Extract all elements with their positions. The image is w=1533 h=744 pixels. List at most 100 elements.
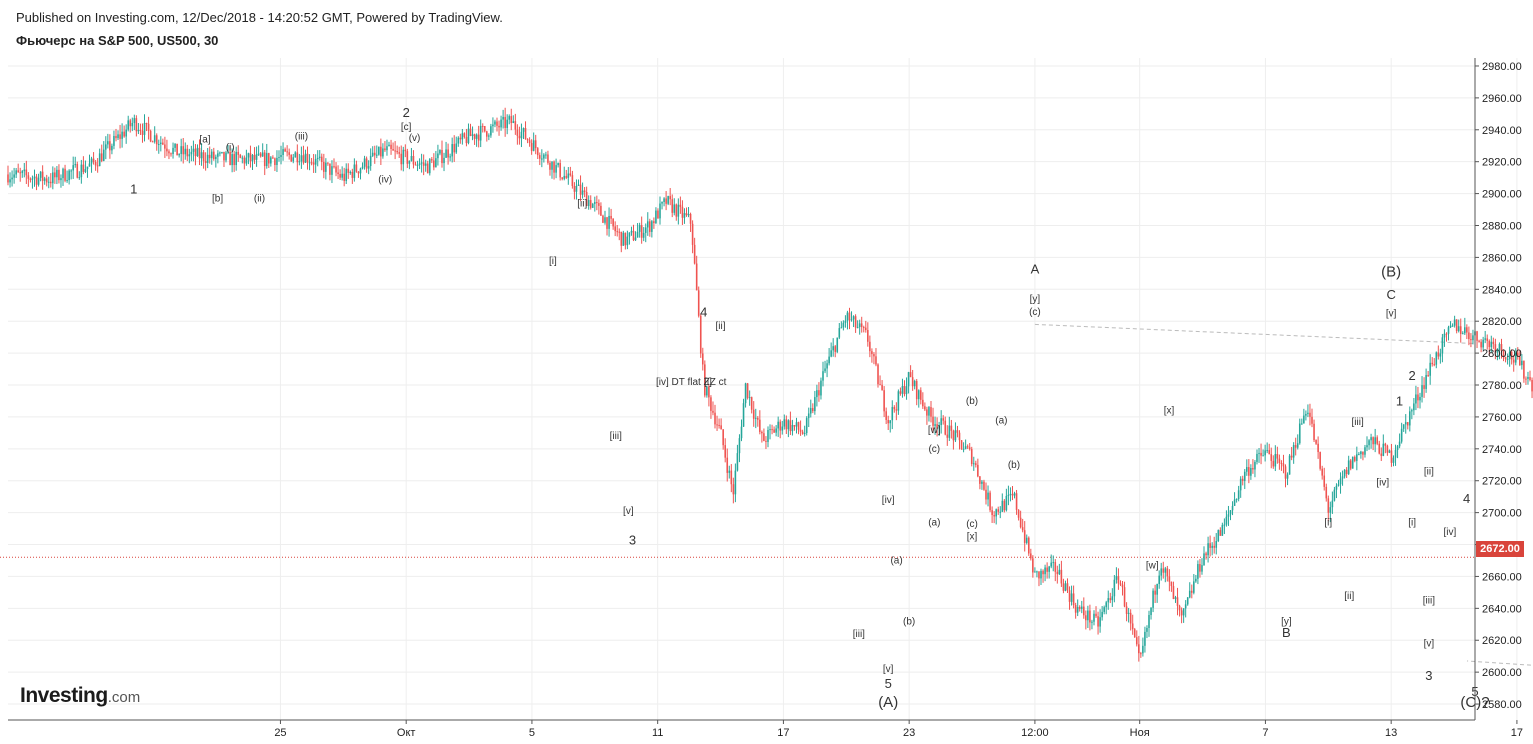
candle-body — [516, 129, 519, 136]
candle-body — [740, 426, 743, 439]
candle-body — [632, 230, 635, 241]
candle-body — [74, 164, 77, 166]
candle-body — [386, 146, 388, 151]
candle-body — [653, 221, 655, 224]
candle-body — [701, 353, 704, 365]
y-tick-label: 2880.00 — [1482, 220, 1522, 232]
y-tick-label: 2780.00 — [1482, 380, 1522, 392]
wave-label: [iii] — [1423, 596, 1435, 607]
candle-body — [1197, 564, 1199, 579]
candle-body — [699, 315, 702, 354]
candle-body — [867, 330, 869, 342]
candle-body — [1034, 571, 1036, 573]
candle-body — [534, 140, 537, 149]
candle-body — [1121, 584, 1124, 588]
candle-body — [683, 213, 686, 218]
candle-body — [314, 159, 317, 165]
candle-body — [903, 386, 906, 395]
candle-body — [1274, 454, 1277, 467]
candle-body — [604, 217, 606, 223]
candle-body — [21, 171, 24, 173]
candle-body — [496, 121, 498, 126]
candle-body — [954, 430, 957, 441]
candle-body — [249, 153, 252, 162]
candle-body — [86, 166, 89, 170]
candle-body — [785, 419, 788, 430]
candle-body — [520, 131, 523, 139]
wave-label: (c) — [1029, 307, 1041, 318]
candle-body — [441, 149, 443, 164]
candle-body — [769, 429, 771, 431]
candle-body — [738, 438, 741, 454]
candle-body — [541, 158, 543, 160]
candle-body — [94, 162, 97, 166]
wave-label: (b) — [1008, 460, 1020, 471]
candle-body — [842, 322, 845, 328]
candle-body — [1038, 571, 1040, 579]
candle-body — [995, 509, 997, 517]
wave-label: [v] — [883, 664, 894, 675]
candle-body — [35, 176, 38, 185]
wave-label: 1 — [1396, 394, 1403, 409]
candle-body — [210, 151, 213, 159]
candle-body — [693, 244, 696, 264]
candle-body — [871, 351, 873, 355]
candle-body — [463, 133, 466, 137]
candle-body — [1339, 478, 1342, 485]
candle-body — [424, 163, 427, 166]
candle-body — [371, 152, 374, 156]
candle-body — [1278, 458, 1281, 463]
candle-body — [178, 154, 180, 156]
candle-body — [1508, 351, 1511, 360]
candle-body — [818, 390, 820, 396]
candle-body — [687, 213, 690, 216]
candle-body — [253, 154, 256, 160]
candle-body — [854, 316, 857, 328]
wave-label: (i) — [226, 143, 235, 154]
candle-body — [457, 137, 460, 144]
candle-body — [68, 170, 70, 181]
candle-body — [166, 148, 168, 152]
candle-body — [416, 164, 419, 166]
candle-body — [942, 418, 945, 421]
candle-body — [616, 231, 619, 233]
candle-body — [1443, 333, 1446, 338]
candle-body — [1217, 530, 1220, 542]
candle-body — [512, 121, 515, 124]
candle-body — [1256, 453, 1258, 462]
candle-body — [1423, 385, 1425, 389]
candle-body — [70, 170, 72, 172]
candle-body — [1425, 375, 1427, 389]
candle-body — [1345, 469, 1348, 475]
candle-body — [481, 125, 484, 127]
candle-body — [1307, 412, 1309, 414]
candle-body — [1498, 344, 1501, 350]
candle-body — [875, 356, 877, 365]
candle-body — [710, 397, 712, 411]
candle-body — [192, 148, 195, 152]
candle-body — [1514, 352, 1517, 363]
candle-body — [852, 316, 855, 320]
candle-body — [1117, 576, 1120, 584]
candle-body — [975, 463, 977, 465]
candle-body — [23, 169, 26, 172]
candle-body — [822, 371, 824, 381]
candle-body — [1392, 457, 1395, 463]
candle-body — [920, 390, 922, 400]
candle-body — [873, 354, 875, 357]
candle-body — [881, 384, 883, 391]
candle-body — [1246, 467, 1248, 472]
candle-body — [1009, 493, 1012, 495]
candle-body — [1231, 505, 1234, 511]
candle-body — [524, 128, 527, 139]
candle-body — [1131, 623, 1134, 630]
candle-body — [844, 320, 847, 323]
x-tick-label: 25 — [274, 727, 286, 739]
trend-lines — [0, 323, 1533, 666]
candle-body — [877, 364, 879, 385]
candle-body — [45, 178, 48, 183]
candle-body — [1209, 543, 1211, 548]
candle-body — [494, 121, 496, 125]
candle-body — [1064, 583, 1067, 591]
